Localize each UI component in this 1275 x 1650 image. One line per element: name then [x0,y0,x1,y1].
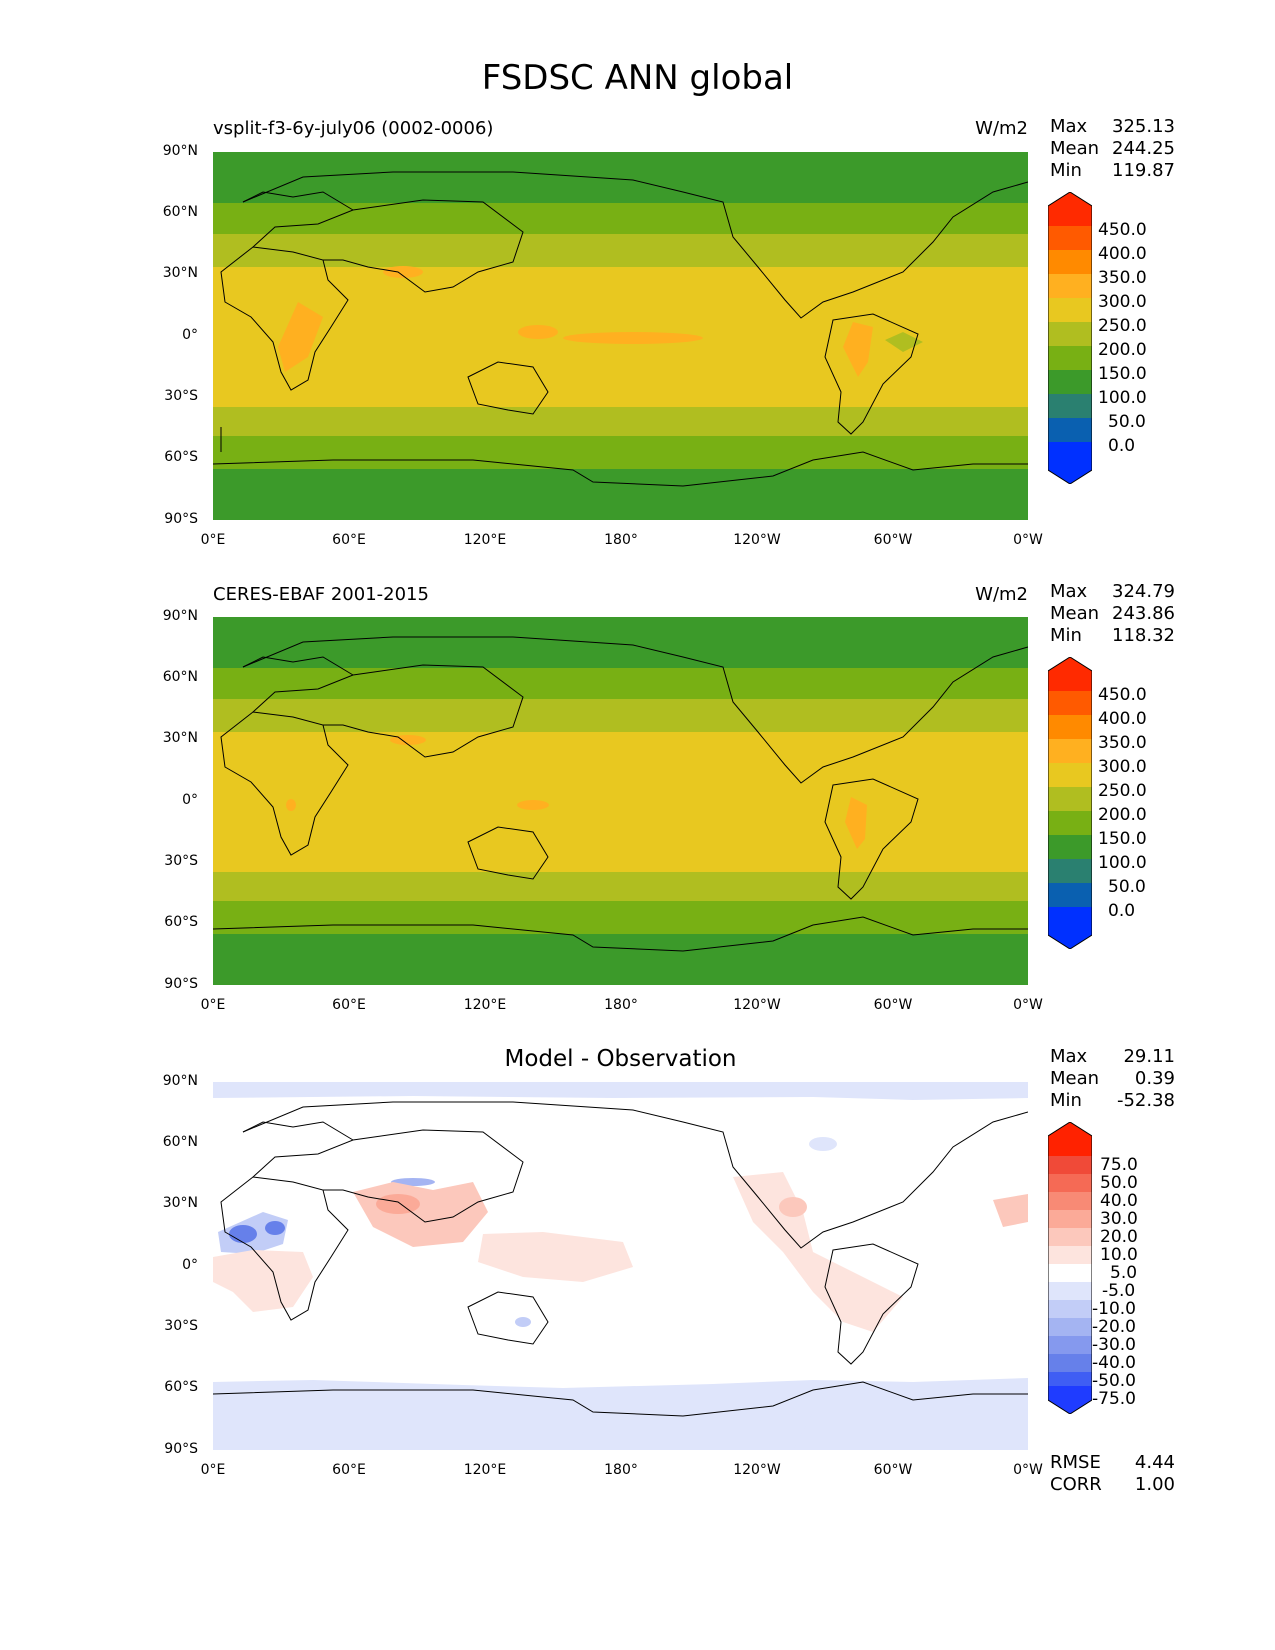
panel2-colorbar-label: 0.0 [1108,901,1136,921]
panel1-lon-tick: 0°W [1013,532,1043,548]
panel2-lon-tick: 120°E [463,997,507,1013]
panel3-colorbar-label: 30.0 [1100,1209,1138,1229]
panel1-colorbar-label: 0.0 [1108,436,1136,456]
panel2-stat-mean: Mean 243.86 [1050,603,1175,624]
panel2-colorbar-label: 450.0 [1098,685,1147,705]
panel3-colorbar-label: -10.0 [1092,1299,1136,1319]
panel2-lon-tick: 60°E [332,997,366,1013]
panel1-lon-tick: 0°E [200,532,226,548]
panel2-lat-tick: 60°N [162,669,198,685]
panel3-colorbar-label: 10.0 [1100,1245,1138,1265]
panel1-colorbar-label: 100.0 [1098,388,1147,408]
panel2-colorbar-label: 250.0 [1098,781,1147,801]
panel1-stat-max: Max 325.13 [1050,116,1175,137]
panel1-colorbar-label: 450.0 [1098,220,1147,240]
panel3-lon-tick: 120°E [463,1462,507,1478]
panel3-colorbar-label: -30.0 [1092,1335,1136,1355]
panel3-stat-max: Max 29.11 [1050,1046,1175,1067]
panel1-lat-tick: 60°N [162,204,198,220]
panel3-stat-mean: Mean 0.39 [1050,1068,1175,1089]
panel1-lon-tick: 60°W [873,532,913,548]
panel3-lat-tick: 90°S [164,1441,198,1457]
panel1-lat-tick: 30°N [162,265,198,281]
panel3-colorbar-label: 75.0 [1100,1155,1138,1175]
panel3-lon-tick: 60°W [873,1462,913,1478]
panel2-stat-min: Min 118.32 [1050,625,1175,646]
panel3-lat-tick: 60°N [162,1134,198,1150]
panel2-colorbar-label: 350.0 [1098,733,1147,753]
panel1-title: vsplit-f3-6y-july06 (0002-0006) [213,118,494,139]
panel2-colorbar-label: 150.0 [1098,829,1147,849]
panel3-lon-tick: 0°E [200,1462,226,1478]
panel2-lat-tick: 30°S [164,853,198,869]
panel3-lat-tick: 60°S [164,1379,198,1395]
panel2-lon-tick: 60°W [873,997,913,1013]
panel3-colorbar-label: 50.0 [1100,1173,1138,1193]
panel3-lat-tick: 30°S [164,1318,198,1334]
panel3-colorbar [1047,1121,1093,1418]
panel3-stat-min: Min -52.38 [1050,1090,1175,1111]
panel3-colorbar-label: -50.0 [1092,1371,1136,1391]
panel3-lon-tick: 120°W [733,1462,781,1478]
panel3-metric-rmse: RMSE 4.44 [1050,1452,1175,1473]
panel2-lat-tick: 30°N [162,730,198,746]
panel2-lat-tick: 60°S [164,914,198,930]
panel1-colorbar-label: 300.0 [1098,292,1147,312]
panel1-lat-tick: 30°S [164,388,198,404]
panel3-map [213,1082,1028,1450]
panel1-colorbar-label: 350.0 [1098,268,1147,288]
panel2-lat-tick: 90°S [164,976,198,992]
panel1-units: W/m2 [975,118,1028,139]
panel2-lat-tick: 90°N [162,608,198,624]
panel3-colorbar-label: -5.0 [1102,1281,1136,1301]
panel3-colorbar-label: 40.0 [1100,1191,1138,1211]
panel3-lon-tick: 60°E [332,1462,366,1478]
panel3-lon-tick: 0°W [1013,1462,1043,1478]
panel2-colorbar-label: 200.0 [1098,805,1147,825]
panel1-stat-min: Min 119.87 [1050,160,1175,181]
panel1-lon-tick: 60°E [332,532,366,548]
panel2-colorbar-label: 300.0 [1098,757,1147,777]
panel1-lat-tick: 0° [182,327,198,343]
panel2-lon-tick: 120°W [733,997,781,1013]
panel1-lon-tick: 180° [604,532,638,548]
panel2-lat-tick: 0° [182,792,198,808]
panel1-colorbar-label: 400.0 [1098,244,1147,264]
panel1-lat-tick: 90°S [164,511,198,527]
panel3-lat-tick: 0° [182,1257,198,1273]
panel3-colorbar-label: -20.0 [1092,1317,1136,1337]
panel1-lat-tick: 60°S [164,449,198,465]
panel2-lon-tick: 0°E [200,997,226,1013]
figure-title: FSDSC ANN global [481,58,794,98]
panel1-map [213,152,1028,520]
panel1-colorbar-label: 250.0 [1098,316,1147,336]
panel2-title: CERES-EBAF 2001-2015 [213,584,429,605]
panel1-lon-tick: 120°E [463,532,507,548]
panel1-lon-tick: 120°W [733,532,781,548]
panel1-colorbar [1047,191,1093,488]
panel2-lon-tick: 0°W [1013,997,1043,1013]
panel3-lat-tick: 30°N [162,1195,198,1211]
panel3-colorbar-label: -40.0 [1092,1353,1136,1373]
panel2-colorbar-label: 100.0 [1098,853,1147,873]
panel1-lat-tick: 90°N [162,143,198,159]
panel1-colorbar-label: 150.0 [1098,364,1147,384]
panel1-colorbar-label: 200.0 [1098,340,1147,360]
panel2-colorbar [1047,656,1093,953]
panel3-colorbar-label: -75.0 [1092,1389,1136,1409]
panel3-metric-corr: CORR 1.00 [1050,1474,1175,1495]
panel3-lat-tick: 90°N [162,1073,198,1089]
panel3-lon-tick: 180° [604,1462,638,1478]
panel1-stat-mean: Mean 244.25 [1050,138,1175,159]
panel2-lon-tick: 180° [604,997,638,1013]
panel3-colorbar-label: 5.0 [1110,1263,1138,1283]
panel2-colorbar-label: 50.0 [1108,877,1146,897]
panel2-stat-max: Max 324.79 [1050,581,1175,602]
panel1-colorbar-label: 50.0 [1108,412,1146,432]
panel2-map [213,617,1028,985]
panel2-units: W/m2 [975,584,1028,605]
panel3-colorbar-label: 20.0 [1100,1227,1138,1247]
panel2-colorbar-label: 400.0 [1098,709,1147,729]
panel3-title: Model - Observation [504,1046,737,1072]
